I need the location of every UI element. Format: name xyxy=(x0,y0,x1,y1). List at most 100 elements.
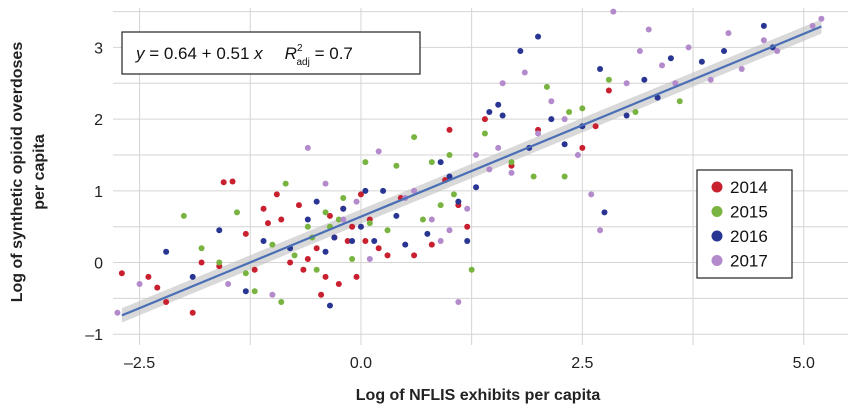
data-point-2016 xyxy=(371,238,378,245)
x-tick-label: –2.5 xyxy=(124,355,155,372)
data-point-2017 xyxy=(685,44,692,51)
data-point-2016 xyxy=(424,230,431,237)
data-point-2016 xyxy=(455,198,462,205)
data-point-2014 xyxy=(605,87,612,94)
data-point-2016 xyxy=(380,187,387,194)
data-point-2015 xyxy=(366,220,373,227)
data-point-2016 xyxy=(623,112,630,119)
data-point-2017 xyxy=(353,198,360,205)
data-point-2015 xyxy=(335,216,342,223)
data-point-2017 xyxy=(437,238,444,245)
data-point-2016 xyxy=(499,112,506,119)
equation-x: x xyxy=(253,44,263,63)
data-point-2014 xyxy=(357,191,364,198)
data-point-2016 xyxy=(495,101,502,108)
fit-line-group xyxy=(121,25,822,317)
data-point-2016 xyxy=(760,22,767,29)
data-point-2016 xyxy=(446,173,453,180)
data-point-2016 xyxy=(362,187,369,194)
data-point-2017 xyxy=(548,98,555,105)
legend-marker-2015 xyxy=(711,206,723,217)
data-point-2017 xyxy=(269,291,276,298)
x-tick-label: 2.5 xyxy=(571,355,593,372)
data-point-2017 xyxy=(672,80,679,87)
legend-marker-2016 xyxy=(711,230,723,242)
data-point-2017 xyxy=(636,48,643,55)
data-point-2014 xyxy=(154,284,161,291)
data-point-2014 xyxy=(318,291,325,298)
data-point-2015 xyxy=(446,151,453,158)
data-point-2014 xyxy=(344,238,351,245)
equation-text: y = 0.64 + 0.51 x R2 adj = 0.7 xyxy=(135,43,353,68)
data-point-2017 xyxy=(535,130,542,137)
data-point-2017 xyxy=(574,151,581,158)
legend-label-2015: 2015 xyxy=(730,203,768,222)
data-point-2015 xyxy=(384,227,391,234)
data-point-2015 xyxy=(437,202,444,209)
data-point-2016 xyxy=(340,205,347,212)
data-point-2016 xyxy=(473,184,480,191)
data-point-2016 xyxy=(349,238,356,245)
r2-symbol: R xyxy=(285,44,297,63)
data-point-2015 xyxy=(180,212,187,219)
data-point-2017 xyxy=(375,148,382,155)
data-point-2017 xyxy=(809,22,816,29)
data-point-2014 xyxy=(428,241,435,248)
data-point-2016 xyxy=(535,33,542,40)
x-axis-title: Log of NFLIS exhibits per capita xyxy=(356,387,601,404)
y-axis-title-line1: Log of synthetic opioid overdoses xyxy=(9,42,26,303)
data-point-2016 xyxy=(597,65,604,72)
data-point-2014 xyxy=(300,266,307,273)
data-point-2016 xyxy=(437,159,444,166)
data-point-2014 xyxy=(198,259,205,266)
data-point-2016 xyxy=(561,141,568,148)
data-point-2015 xyxy=(340,195,347,202)
data-point-2016 xyxy=(304,216,311,223)
data-point-2014 xyxy=(592,123,599,130)
data-point-2014 xyxy=(313,245,320,252)
data-point-2017 xyxy=(366,255,373,262)
data-point-2017 xyxy=(486,166,493,173)
y-tick-label: 0 xyxy=(94,256,103,273)
r2-value: = 0.7 xyxy=(310,44,353,63)
data-point-2014 xyxy=(411,252,418,259)
data-point-2016 xyxy=(517,48,524,55)
data-point-2014 xyxy=(349,223,356,230)
data-point-2016 xyxy=(163,248,170,255)
data-point-2014 xyxy=(295,202,302,209)
data-point-2017 xyxy=(610,8,617,15)
data-points xyxy=(114,8,825,316)
data-point-2014 xyxy=(481,116,488,123)
legend-label-2014: 2014 xyxy=(730,178,768,197)
data-point-2016 xyxy=(402,241,409,248)
data-point-2014 xyxy=(384,252,391,259)
data-point-2015 xyxy=(543,83,550,90)
data-point-2017 xyxy=(455,298,462,305)
data-point-2014 xyxy=(353,273,360,280)
data-point-2015 xyxy=(561,173,568,180)
data-point-2015 xyxy=(233,209,240,216)
r2-sup: 2 xyxy=(297,43,303,54)
data-point-2017 xyxy=(645,26,652,33)
data-point-2015 xyxy=(291,252,298,259)
y-tick-label: 2 xyxy=(94,112,103,129)
data-point-2014 xyxy=(118,270,125,277)
fit-line xyxy=(121,25,822,317)
data-point-2017 xyxy=(411,187,418,194)
data-point-2016 xyxy=(216,227,223,234)
data-point-2016 xyxy=(464,238,471,245)
data-point-2015 xyxy=(468,266,475,273)
data-point-2015 xyxy=(198,245,205,252)
data-point-2014 xyxy=(163,298,170,305)
data-point-2015 xyxy=(450,191,457,198)
data-point-2015 xyxy=(282,180,289,187)
data-point-2017 xyxy=(760,37,767,44)
data-point-2017 xyxy=(340,216,347,223)
data-point-2014 xyxy=(335,281,342,288)
data-point-2014 xyxy=(287,259,294,266)
y-tick-label: 1 xyxy=(94,184,103,201)
data-point-2014 xyxy=(273,191,280,198)
data-point-2016 xyxy=(654,94,661,101)
data-point-2016 xyxy=(721,48,728,55)
data-point-2017 xyxy=(659,62,666,69)
